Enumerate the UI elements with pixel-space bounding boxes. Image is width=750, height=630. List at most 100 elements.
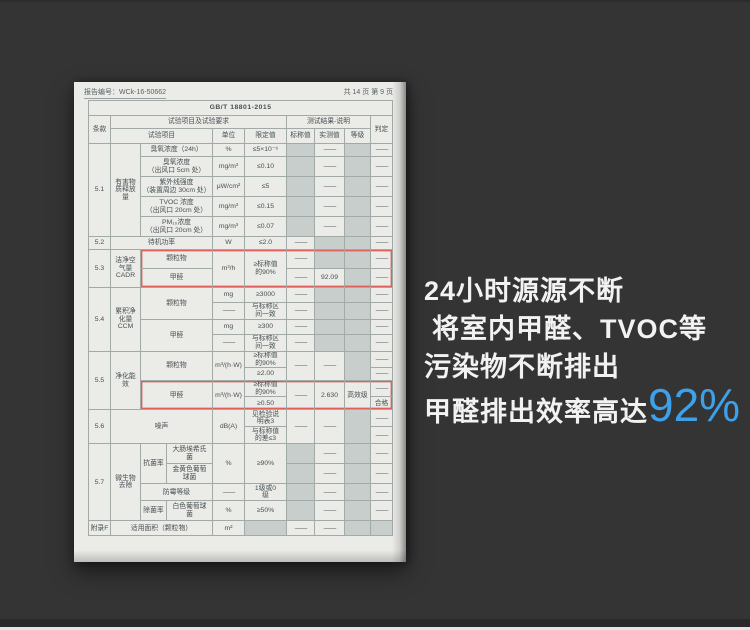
table-cell: —— [286, 409, 315, 445]
table-cell: ≥标称值 的90% [244, 249, 287, 288]
table-cell: 高效级 [344, 380, 371, 411]
table-cell [344, 350, 371, 382]
table-cell [344, 176, 371, 197]
table-cell: mg [212, 319, 245, 335]
table-cell: 5.4 [88, 287, 111, 352]
table-cell: 见检验说 明表3 [244, 409, 287, 428]
table-cell: 洁净空 气量 CADR [110, 249, 141, 288]
table-cell: —— [286, 350, 315, 382]
table-cell [344, 443, 371, 465]
table-cell: —— [369, 367, 394, 382]
table-cell: —— [314, 500, 345, 522]
table-cell: 5.1 [88, 143, 111, 237]
table-cell [286, 196, 315, 217]
table-cell [286, 156, 315, 177]
table-cell [314, 319, 345, 335]
table-cell: ≥300 [244, 319, 287, 335]
table-row: 除菌率 白色葡萄球 菌% ≥50% —— —— [89, 500, 394, 522]
table-cell: 与标称值 的差≤3 [244, 426, 287, 445]
paper-bottom-shadow [74, 550, 406, 562]
table-cell: 92.09 [314, 268, 345, 288]
table-cell: —— [314, 443, 345, 465]
document-header: 报告编号：WCk-16-50662 共 14 页 第 9 页 [84, 87, 393, 99]
caption-line-1: 24小时源源不断 [424, 276, 625, 306]
table-cell: m³/(h·W) [212, 350, 245, 382]
table-cell: W [212, 236, 245, 250]
table-cell [314, 334, 345, 352]
table-cell [344, 156, 371, 177]
table-cell: —— [369, 143, 394, 157]
table-cell: 净化能 效 [110, 350, 141, 411]
table-cell: 甲醛 [140, 268, 213, 288]
table-cell: ≥标称值 的90% [244, 380, 287, 398]
col-header-test-items: 试验项目及试验要求 [110, 115, 287, 129]
table-cell: —— [314, 350, 345, 382]
table-cell: mg [212, 287, 245, 303]
table-cell: —— [314, 463, 345, 485]
caption-line-3: 污染物不断排出 [424, 352, 620, 382]
col-header-limit: 限定值 [244, 128, 287, 144]
page-count: 共 14 页 第 9 页 [343, 89, 393, 96]
table-cell: ≥2.00 [244, 367, 287, 382]
table-cell: —— [286, 249, 315, 269]
table-row: 5.7 微生物 去除 抗菌率 大肠埃希氏 菌% ≥90% —— —— [88, 443, 394, 522]
table-cell [344, 236, 371, 250]
table-cell: —— [286, 287, 315, 303]
table-cell: 臭氧浓度（24h） [140, 143, 213, 157]
top-border-strip [0, 0, 750, 2]
table-cell: m³/(h·W) [212, 380, 245, 411]
table-cell: —— [314, 483, 345, 502]
table-row: 条款 试验项目及试验要求 测试结果-说明 判定 [88, 115, 394, 144]
table-cell: —— [314, 520, 345, 537]
table-cell: PM₁₀浓度 （出风口 20cm 处） [140, 216, 213, 237]
table-cell: 合格 [369, 396, 394, 411]
table-row: 5.6 噪声 dB(A) 见检验说 明表3 —— —— —— [88, 409, 394, 445]
table-cell: 累积净 化量 CCM [110, 287, 141, 352]
table-cell: —— [369, 216, 394, 237]
table-row: 5.4 累积净 化量 CCM 颗粒物 mg ≥3000 —— —— [88, 287, 394, 352]
table-row: TVOC 浓度 （出风口 20cm 处） mg/m³ ≤0.15 —— —— [89, 196, 394, 217]
bottom-light-strip [0, 627, 750, 630]
table-cell: 待机功率 [110, 236, 213, 250]
table-cell: 抗菌率 [140, 443, 167, 485]
table-cell: TVOC 浓度 （出风口 20cm 处） [140, 196, 213, 217]
table-cell: —— [369, 409, 394, 428]
table-cell: 颗粒物 [140, 350, 213, 382]
table-cell: —— [314, 196, 345, 217]
table-cell: ≤0.15 [244, 196, 287, 217]
standard-title: GB/T 18801-2015 [87, 100, 394, 116]
table-cell: —— [286, 319, 315, 335]
table-cell [314, 302, 345, 320]
table-row: 附录F 适用面积（颗粒物） m² —— —— [88, 520, 394, 537]
col-header-item: 试验项目 [110, 128, 213, 144]
table-cell: 颗粒物 [140, 249, 213, 269]
table-cell: % [212, 500, 245, 522]
table-cell [286, 216, 315, 237]
efficiency-percentage: 92% [648, 379, 741, 431]
table-cell: —— [369, 249, 394, 269]
table-cell [314, 287, 345, 303]
caption-line-2: 将室内甲醛、TVOC等 [432, 314, 708, 344]
table-cell: —— [369, 156, 394, 177]
table-cell: —— [212, 334, 245, 352]
table-cell: % [212, 443, 245, 485]
table-cell [344, 249, 371, 269]
table-cell [286, 463, 315, 485]
table-cell: 5.3 [88, 249, 111, 288]
col-header-measured: 实测值 [314, 128, 345, 144]
table-cell: 5.5 [88, 350, 111, 411]
table-row: 试验项目 单位 限定值 标称值 实测值 等级 [89, 128, 393, 144]
table-cell: —— [369, 319, 394, 335]
table-cell: 5.7 [88, 443, 111, 522]
table-cell [344, 463, 371, 485]
col-header-results: 测试结果-说明 [286, 115, 371, 129]
col-header-clause: 条款 [88, 115, 111, 144]
table-row: 紫外线强度 （装置周边 30cm 处） μW/cm² ≤5 —— —— [89, 176, 394, 197]
table-cell: ≤0.07 [244, 216, 287, 237]
table-cell: 防霉等级 [140, 483, 213, 502]
table-cell: —— [286, 268, 315, 288]
table-cell: —— [369, 463, 394, 485]
table-row: ≥2.00 —— [89, 367, 394, 382]
table-cell: —— [212, 302, 245, 320]
table-cell: 有害物 质释放 量 [110, 143, 141, 237]
